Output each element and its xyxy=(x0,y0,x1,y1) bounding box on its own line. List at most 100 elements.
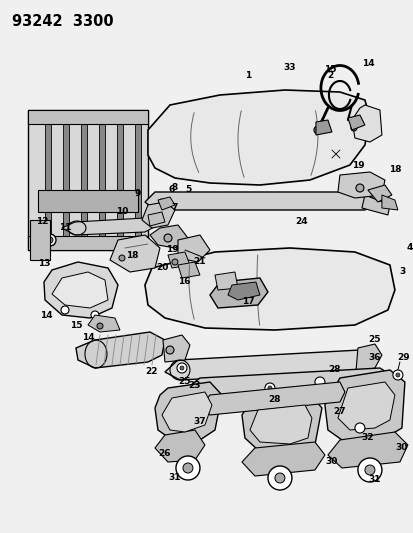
Circle shape xyxy=(313,126,321,134)
Circle shape xyxy=(183,463,192,473)
Circle shape xyxy=(176,456,199,480)
Circle shape xyxy=(364,465,374,475)
Polygon shape xyxy=(367,185,391,202)
Text: 25: 25 xyxy=(178,377,191,386)
Polygon shape xyxy=(249,405,311,444)
Polygon shape xyxy=(30,220,50,260)
Polygon shape xyxy=(351,105,381,142)
Circle shape xyxy=(180,366,183,370)
Text: 36: 36 xyxy=(368,353,380,362)
Text: 17: 17 xyxy=(241,297,254,306)
Text: 25: 25 xyxy=(368,335,380,344)
Circle shape xyxy=(44,234,56,246)
Text: 29: 29 xyxy=(396,353,409,362)
Polygon shape xyxy=(44,262,118,318)
Circle shape xyxy=(47,237,53,243)
Circle shape xyxy=(166,346,173,354)
Text: 37: 37 xyxy=(193,417,206,426)
Text: 13: 13 xyxy=(38,260,50,269)
Polygon shape xyxy=(45,118,51,242)
Text: 21: 21 xyxy=(193,257,206,266)
Circle shape xyxy=(91,311,99,319)
Text: 6: 6 xyxy=(169,185,175,195)
Text: 15: 15 xyxy=(69,320,82,329)
Text: 1: 1 xyxy=(244,70,250,79)
Circle shape xyxy=(119,255,125,261)
Text: 19: 19 xyxy=(165,246,178,254)
Text: 14: 14 xyxy=(361,59,373,68)
Polygon shape xyxy=(337,172,384,198)
Circle shape xyxy=(159,199,164,205)
Text: 12: 12 xyxy=(36,217,48,227)
Text: 14: 14 xyxy=(81,334,94,343)
Polygon shape xyxy=(145,248,394,330)
Circle shape xyxy=(164,234,171,242)
Polygon shape xyxy=(158,197,175,210)
Circle shape xyxy=(314,377,324,387)
Polygon shape xyxy=(28,110,147,250)
Polygon shape xyxy=(381,195,397,210)
Polygon shape xyxy=(315,120,331,135)
Text: 10: 10 xyxy=(116,207,128,216)
Text: 28: 28 xyxy=(268,395,280,405)
Circle shape xyxy=(267,466,291,490)
Circle shape xyxy=(274,473,284,483)
Polygon shape xyxy=(182,368,395,402)
Polygon shape xyxy=(147,212,164,226)
Polygon shape xyxy=(145,192,374,210)
Circle shape xyxy=(357,458,381,482)
Text: 31: 31 xyxy=(368,475,380,484)
Polygon shape xyxy=(361,195,389,215)
Polygon shape xyxy=(150,225,188,248)
Polygon shape xyxy=(214,272,237,290)
Circle shape xyxy=(264,383,274,393)
Polygon shape xyxy=(154,382,221,442)
Polygon shape xyxy=(241,442,324,476)
Text: 24: 24 xyxy=(295,217,308,227)
Polygon shape xyxy=(147,90,369,185)
Polygon shape xyxy=(337,382,394,430)
Polygon shape xyxy=(164,350,374,380)
Text: 20: 20 xyxy=(155,263,168,272)
Polygon shape xyxy=(209,278,267,308)
Text: 30: 30 xyxy=(395,443,407,453)
Polygon shape xyxy=(28,236,147,250)
Text: 2: 2 xyxy=(326,71,332,80)
Text: 15: 15 xyxy=(323,66,335,75)
Polygon shape xyxy=(135,118,141,242)
Text: 31: 31 xyxy=(169,473,181,482)
Polygon shape xyxy=(241,394,321,452)
Text: 93242  3300: 93242 3300 xyxy=(12,14,113,29)
Polygon shape xyxy=(63,118,69,242)
Polygon shape xyxy=(228,282,259,300)
Circle shape xyxy=(355,184,363,192)
Polygon shape xyxy=(154,430,204,462)
Circle shape xyxy=(154,211,161,219)
Text: 9: 9 xyxy=(135,190,141,198)
Circle shape xyxy=(267,386,271,390)
Text: 22: 22 xyxy=(145,367,158,376)
Text: 18: 18 xyxy=(126,251,138,260)
Text: 8: 8 xyxy=(171,183,178,192)
Polygon shape xyxy=(117,118,123,242)
Polygon shape xyxy=(28,110,147,124)
Text: 30: 30 xyxy=(325,457,337,466)
Polygon shape xyxy=(81,118,87,242)
Text: 23: 23 xyxy=(188,381,201,390)
Text: 19: 19 xyxy=(351,160,363,169)
Text: 3: 3 xyxy=(399,268,405,277)
Polygon shape xyxy=(168,252,190,268)
Polygon shape xyxy=(202,382,344,415)
Polygon shape xyxy=(62,218,158,235)
Text: 16: 16 xyxy=(177,278,190,287)
Circle shape xyxy=(350,125,356,131)
Text: 27: 27 xyxy=(333,408,345,416)
Text: 32: 32 xyxy=(361,433,373,442)
Polygon shape xyxy=(88,315,120,332)
Text: 18: 18 xyxy=(388,166,400,174)
Circle shape xyxy=(61,306,69,314)
Polygon shape xyxy=(142,202,175,228)
Circle shape xyxy=(395,373,399,377)
Polygon shape xyxy=(355,344,381,372)
Text: 28: 28 xyxy=(328,366,340,375)
